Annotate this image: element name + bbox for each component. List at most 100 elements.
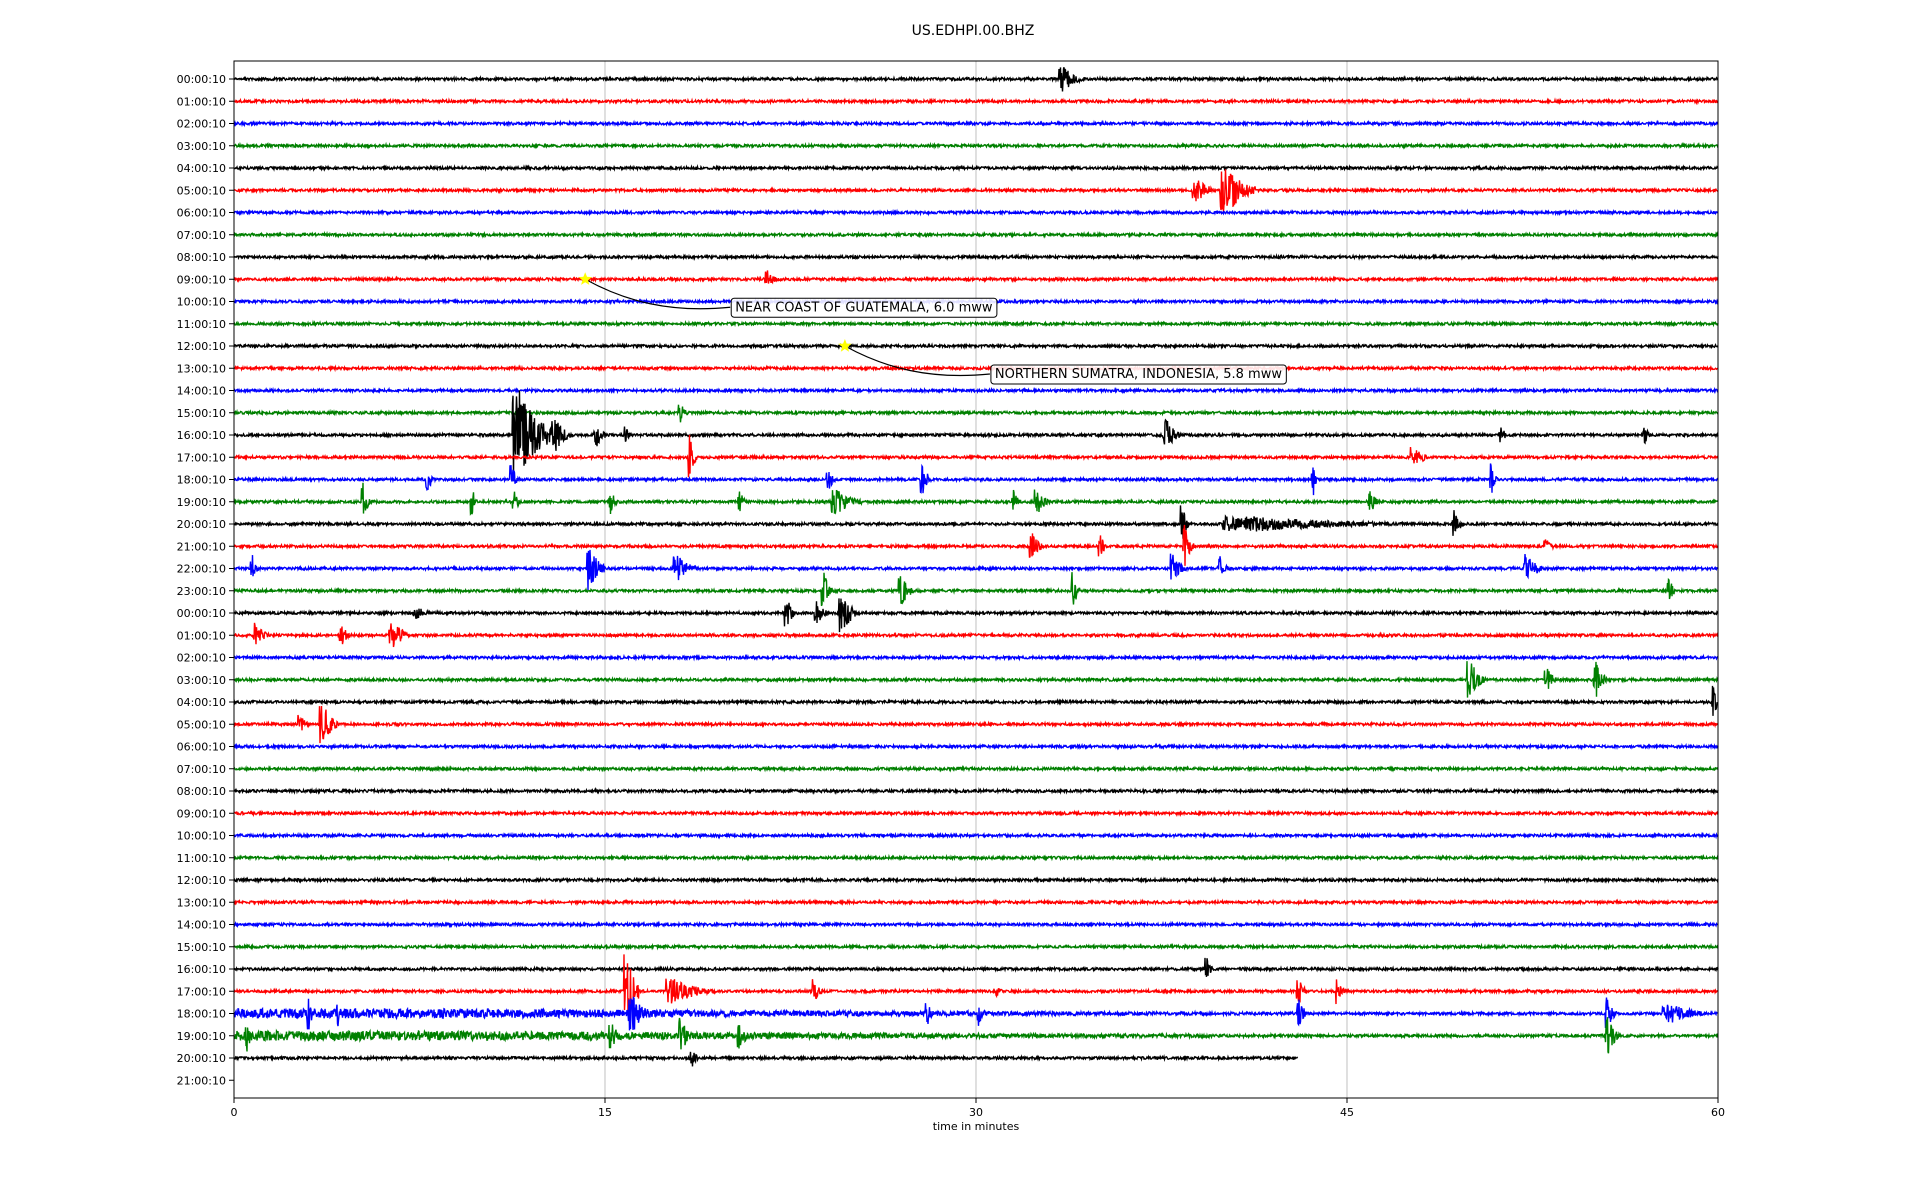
x-tick-label: 15 — [598, 1106, 612, 1119]
y-tick-label: 12:00:10 — [177, 874, 226, 887]
event-label-box — [990, 364, 1287, 385]
trace-line — [233, 386, 1719, 395]
trace-line — [233, 809, 1719, 818]
y-tick-label: 16:00:10 — [177, 963, 226, 976]
seismic-traces — [233, 67, 1719, 1067]
trace-line — [233, 764, 1719, 773]
y-tick-label: 07:00:10 — [177, 763, 226, 776]
trace-line — [233, 898, 1719, 907]
event-connector — [584, 278, 731, 310]
y-tick-label: 08:00:10 — [177, 251, 226, 264]
x-axis-ticks: 0 15 30 45 60 — [231, 1098, 1725, 1119]
y-tick-label: 11:00:10 — [177, 318, 226, 331]
y-tick-label: 03:00:10 — [177, 140, 226, 153]
event-label-box — [730, 297, 998, 318]
trace-line — [233, 661, 1719, 698]
y-tick-label: 01:00:10 — [177, 95, 226, 108]
trace-line — [233, 598, 1719, 633]
vertical-grid-lines — [604, 61, 1348, 1098]
trace-line — [233, 1017, 1719, 1054]
event-star-icon — [578, 272, 592, 285]
trace-line — [233, 954, 1719, 1017]
y-tick-label: 00:00:10 — [177, 607, 226, 620]
y-tick-label: 11:00:10 — [177, 852, 226, 865]
y-tick-label: 13:00:10 — [177, 362, 226, 375]
trace-line — [233, 97, 1719, 106]
trace-line — [233, 853, 1719, 862]
y-tick-label: 04:00:10 — [177, 162, 226, 175]
y-tick-label: 21:00:10 — [177, 540, 226, 553]
y-tick-label: 09:00:10 — [177, 807, 226, 820]
y-tick-label: 00:00:10 — [177, 73, 226, 86]
y-tick-label: 19:00:10 — [177, 496, 226, 509]
trace-line — [233, 164, 1719, 173]
y-tick-label: 03:00:10 — [177, 674, 226, 687]
y-tick-label: 23:00:10 — [177, 585, 226, 598]
trace-line — [233, 996, 1719, 1031]
y-axis-time-labels: 00:00:10 01:00:10 02:00:10 03:00:10 04:00:10… — [177, 73, 234, 1087]
trace-line — [233, 341, 1719, 351]
trace-line — [233, 364, 1719, 373]
trace-line — [233, 119, 1719, 128]
trace-line — [233, 572, 1719, 607]
x-tick-label: 30 — [969, 1106, 983, 1119]
trace-line — [233, 786, 1719, 795]
y-tick-label: 16:00:10 — [177, 429, 226, 442]
event-label: NEAR COAST OF GUATEMALA, 6.0 mww — [735, 300, 993, 315]
event-annotations: NEAR COAST OF GUATEMALA, 6.0 mww NORTHERN… — [578, 272, 1287, 385]
y-tick-label: 06:00:10 — [177, 207, 226, 220]
y-tick-label: 06:00:10 — [177, 741, 226, 754]
y-tick-label: 13:00:10 — [177, 896, 226, 909]
y-tick-label: 14:00:10 — [177, 919, 226, 932]
x-tick-label: 45 — [1340, 1106, 1354, 1119]
y-tick-label: 02:00:10 — [177, 652, 226, 665]
trace-line — [233, 230, 1719, 239]
trace-line — [233, 957, 1719, 977]
trace-line — [233, 524, 1719, 566]
y-tick-label: 19:00:10 — [177, 1030, 226, 1043]
trace-line — [233, 706, 1719, 744]
y-tick-label: 17:00:10 — [177, 985, 226, 998]
trace-line — [233, 252, 1719, 261]
y-tick-label: 15:00:10 — [177, 941, 226, 954]
y-tick-label: 15:00:10 — [177, 407, 226, 420]
trace-line — [233, 1051, 1299, 1067]
trace-line — [233, 653, 1719, 662]
x-axis-label: time in minutes — [933, 1120, 1020, 1133]
y-tick-label: 18:00:10 — [177, 474, 226, 487]
y-tick-label: 22:00:10 — [177, 563, 226, 576]
trace-line — [233, 141, 1719, 150]
trace-line — [233, 434, 1719, 478]
y-tick-label: 12:00:10 — [177, 340, 226, 353]
trace-line — [233, 482, 1719, 516]
y-tick-label: 08:00:10 — [177, 785, 226, 798]
trace-line — [233, 67, 1719, 92]
y-tick-label: 05:00:10 — [177, 718, 226, 731]
y-tick-label: 10:00:10 — [177, 830, 226, 843]
y-tick-label: 20:00:10 — [177, 518, 226, 531]
trace-line — [233, 876, 1719, 885]
plot-frame — [233, 60, 1719, 1099]
event-star-icon — [838, 339, 852, 352]
trace-line — [233, 942, 1719, 951]
y-tick-label: 09:00:10 — [177, 273, 226, 286]
y-tick-label: 21:00:10 — [177, 1074, 226, 1087]
y-tick-label: 18:00:10 — [177, 1008, 226, 1021]
event-label: NORTHERN SUMATRA, INDONESIA, 5.8 mww — [995, 367, 1282, 382]
trace-line — [233, 404, 1719, 423]
trace-line — [233, 208, 1719, 217]
trace-line — [233, 685, 1719, 716]
y-tick-label: 07:00:10 — [177, 229, 226, 242]
trace-line — [233, 319, 1719, 328]
y-tick-label: 14:00:10 — [177, 385, 226, 398]
y-tick-label: 10:00:10 — [177, 296, 226, 309]
y-tick-label: 05:00:10 — [177, 184, 226, 197]
trace-line — [233, 390, 1719, 479]
y-tick-label: 17:00:10 — [177, 451, 226, 464]
y-tick-label: 04:00:10 — [177, 696, 226, 709]
chart-title: US.EDHPI.00.BHZ — [912, 23, 1035, 39]
trace-line — [233, 622, 1719, 648]
trace-line — [233, 831, 1719, 840]
trace-line — [233, 270, 1719, 285]
